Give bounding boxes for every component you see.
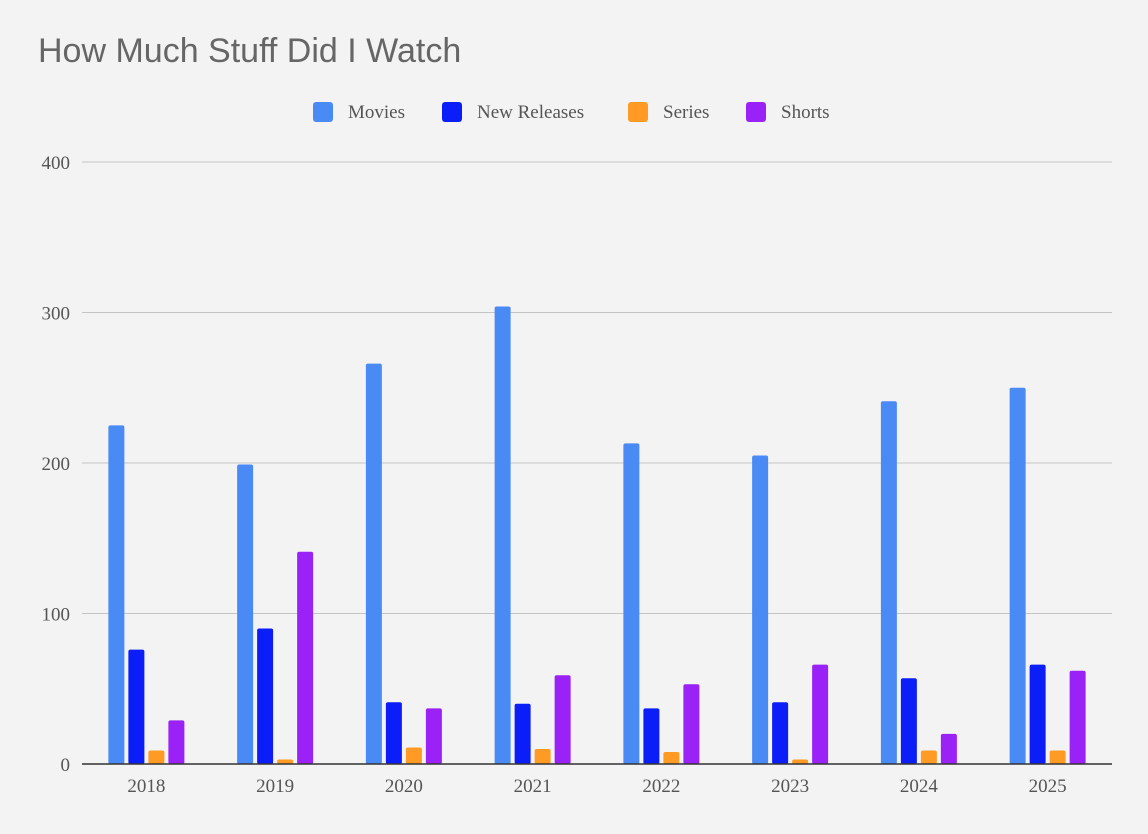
bar-series-2021 — [534, 748, 551, 764]
bar-new-releases-2024 — [900, 678, 917, 764]
bar-series-2020 — [405, 747, 422, 764]
x-tick-label: 2024 — [900, 776, 939, 797]
bar-movies-2020 — [365, 363, 382, 764]
bar-movies-2023 — [752, 455, 769, 764]
bar-new-releases-2022 — [643, 708, 660, 764]
legend-label: Series — [663, 102, 709, 123]
bar-shorts-2024 — [940, 733, 957, 764]
y-tick-label: 0 — [61, 755, 71, 776]
legend-label: New Releases — [477, 102, 584, 123]
bar-movies-2024 — [880, 401, 897, 764]
y-tick-label: 300 — [42, 304, 71, 325]
bar-movies-2025 — [1009, 387, 1026, 764]
bar-movies-2018 — [108, 425, 125, 764]
x-tick-label: 2021 — [514, 776, 552, 797]
chart-title: How Much Stuff Did I Watch — [38, 32, 462, 70]
bar-shorts-2019 — [297, 551, 314, 764]
y-tick-label: 200 — [42, 454, 71, 475]
bar-shorts-2020 — [425, 708, 442, 764]
x-tick-label: 2020 — [385, 776, 423, 797]
bar-new-releases-2018 — [128, 649, 145, 764]
bar-shorts-2023 — [812, 664, 829, 764]
legend-swatch-shorts — [746, 102, 766, 122]
bar-movies-2021 — [494, 306, 511, 764]
bar-series-2023 — [792, 759, 809, 764]
x-tick-label: 2018 — [127, 776, 165, 797]
y-tick-label: 400 — [42, 153, 71, 174]
bar-shorts-2025 — [1069, 670, 1086, 764]
bar-series-2024 — [920, 750, 937, 764]
bar-series-2018 — [148, 750, 165, 764]
bar-movies-2022 — [623, 443, 640, 764]
legend-label: Movies — [348, 102, 405, 123]
bar-movies-2019 — [237, 464, 254, 764]
bar-new-releases-2019 — [257, 628, 274, 764]
bar-series-2025 — [1049, 750, 1066, 764]
bar-new-releases-2025 — [1029, 664, 1046, 764]
legend-swatch-series — [628, 102, 648, 122]
bar-series-2019 — [277, 759, 294, 764]
legend-swatch-new-releases — [442, 102, 462, 122]
legend-swatch-movies — [313, 102, 333, 122]
bar-new-releases-2023 — [772, 702, 789, 764]
y-tick-label: 100 — [42, 605, 71, 626]
x-tick-label: 2022 — [642, 776, 680, 797]
bar-new-releases-2021 — [514, 703, 531, 764]
bar-shorts-2021 — [554, 675, 571, 764]
x-tick-label: 2019 — [256, 776, 294, 797]
x-tick-label: 2025 — [1029, 776, 1067, 797]
bar-series-2022 — [663, 751, 680, 764]
bar-new-releases-2020 — [385, 702, 402, 764]
bar-shorts-2018 — [168, 720, 185, 764]
x-tick-label: 2023 — [771, 776, 809, 797]
bar-shorts-2022 — [683, 684, 700, 764]
legend-label: Shorts — [781, 102, 830, 123]
